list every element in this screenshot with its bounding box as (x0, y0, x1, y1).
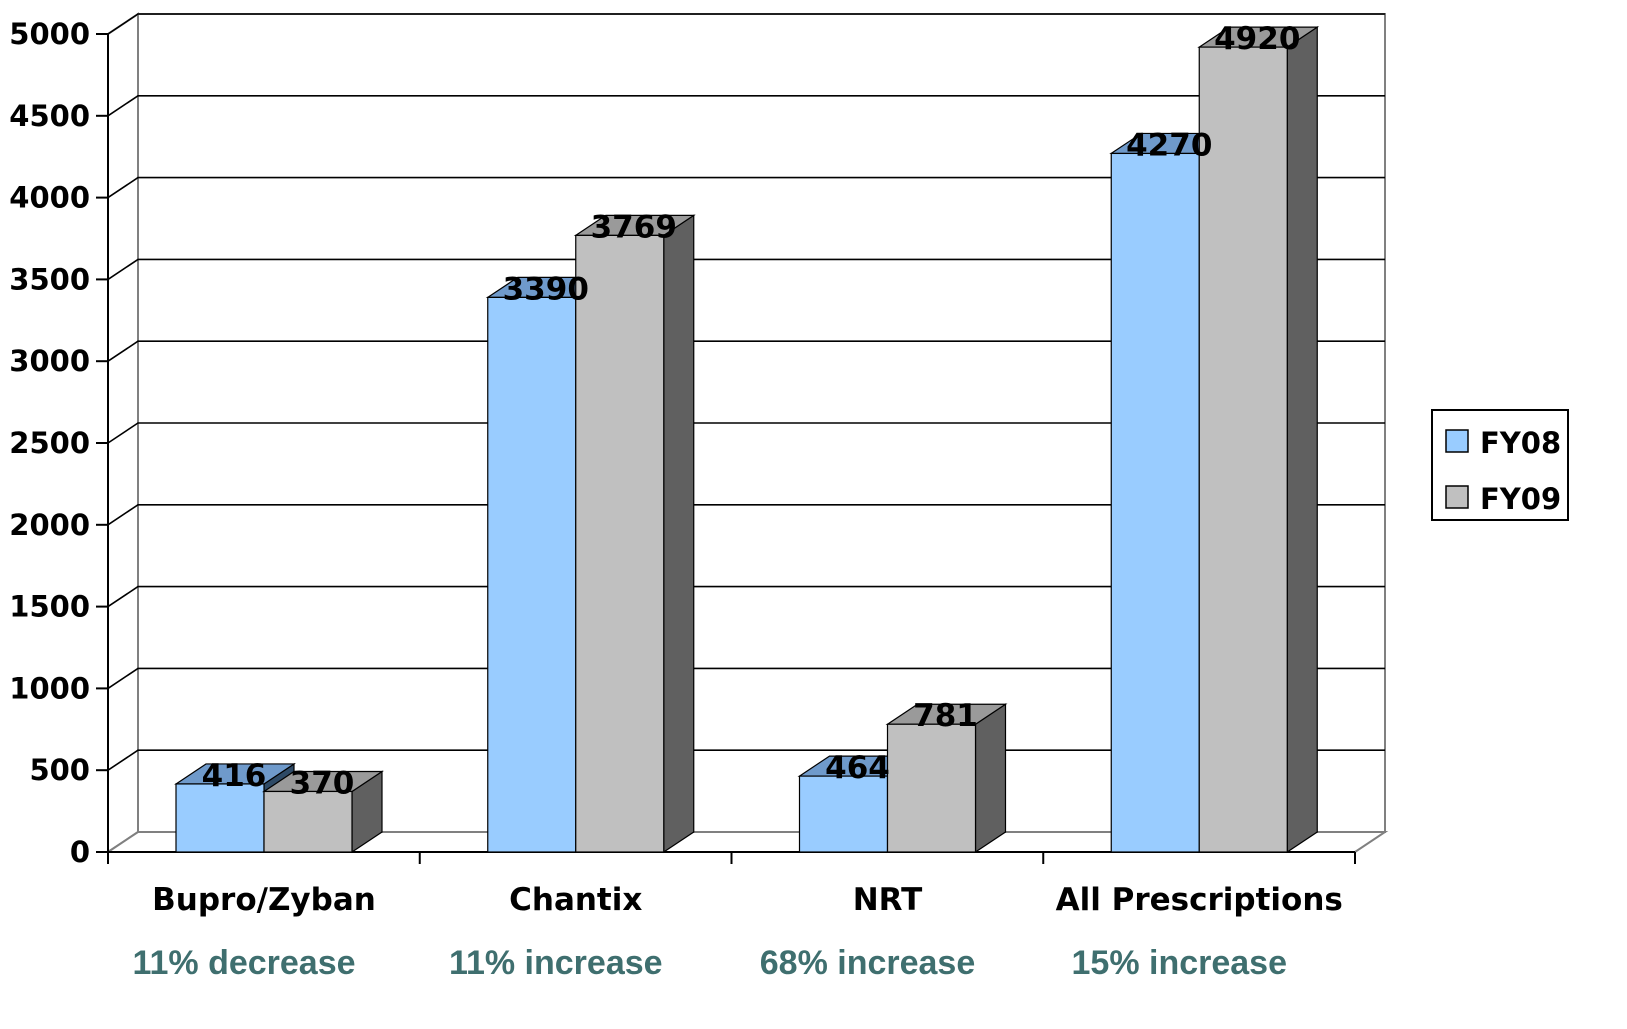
legend-label-fy09: FY09 (1480, 482, 1561, 516)
data-label: 370 (290, 765, 355, 801)
grid-line (107, 667, 1385, 690)
bar-fy09-nrt (885, 703, 1008, 854)
data-label: 3390 (503, 271, 589, 307)
category-label: NRT (853, 882, 923, 918)
bar-front (575, 234, 665, 853)
bars (174, 25, 1320, 854)
data-label: 4270 (1126, 127, 1212, 163)
grid-line (107, 95, 1385, 117)
y-tick-label: 5000 (9, 17, 90, 51)
bar-fy09-chantix (573, 214, 696, 854)
grid-line (107, 503, 1385, 526)
y-tick-label: 2000 (9, 508, 90, 542)
grid-lines (107, 13, 1385, 771)
y-tick-label: 4000 (9, 181, 90, 215)
data-label: 464 (825, 750, 890, 786)
y-tick-label: 0 (70, 835, 90, 869)
bar-front (175, 783, 265, 853)
change-note: 11% increase (449, 944, 663, 982)
bar-side (1286, 25, 1318, 854)
grid-line (107, 258, 1385, 281)
y-tick-label: 2500 (9, 426, 90, 460)
y-tick-label: 500 (29, 753, 90, 787)
data-label: 781 (913, 698, 978, 734)
category-label: All Prescriptions (1056, 882, 1343, 918)
bar-front (886, 723, 977, 853)
bar-fy09-all-prescriptions (1197, 25, 1320, 854)
legend-label-fy08: FY08 (1480, 426, 1561, 460)
category-label: Chantix (509, 882, 642, 918)
data-label: 4920 (1214, 21, 1300, 57)
y-tick-label: 3000 (9, 344, 90, 378)
data-label: 3769 (591, 209, 677, 245)
legend-swatch-fy08 (1445, 429, 1469, 453)
category-label: Bupro/Zyban (152, 882, 376, 918)
y-tick-label: 1000 (9, 671, 90, 705)
bar-front (263, 790, 353, 853)
change-note: 68% increase (760, 944, 976, 982)
legend-swatch-fy09 (1445, 485, 1469, 509)
data-label: 416 (202, 758, 267, 794)
change-note: 15% increase (1072, 944, 1288, 982)
bar-fy09-bupro-zyban (262, 770, 384, 854)
bar-side (974, 703, 1007, 854)
bar-front (1198, 46, 1288, 853)
grid-line (107, 176, 1385, 199)
y-tick-label: 1500 (9, 590, 90, 624)
bar-front (798, 775, 889, 853)
y-tick-label: 3500 (9, 262, 90, 296)
bar-front (487, 296, 577, 853)
y-tick-label: 4500 (9, 99, 90, 133)
bar-front (1110, 152, 1200, 853)
grid-line (107, 585, 1385, 608)
labels: 0 500 1000 1500 2000 2500 3000 3500 4000 4500 5000… (9, 17, 1343, 982)
change-note: 11% decrease (132, 944, 355, 982)
bar-side (663, 214, 695, 854)
grid-line (107, 422, 1385, 444)
grid-line (107, 13, 1385, 35)
grid-line (107, 340, 1385, 362)
legend: FY08 FY09 (1431, 409, 1569, 521)
